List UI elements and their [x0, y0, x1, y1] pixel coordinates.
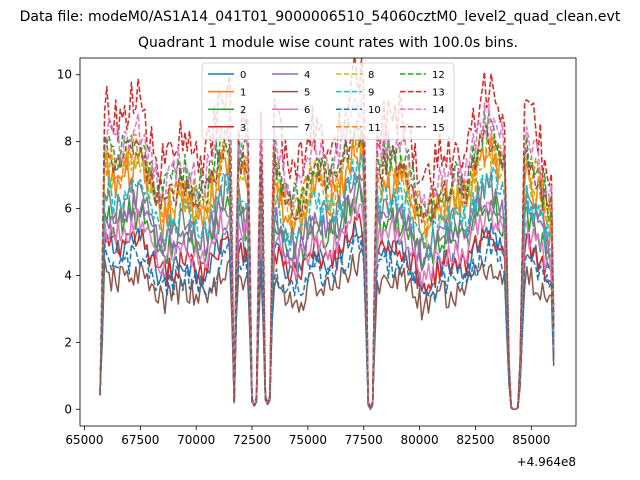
legend-box: [201, 62, 455, 140]
series-line-12: [99, 109, 555, 411]
y-tick-label: 0: [64, 402, 72, 416]
series-line-2: [99, 180, 555, 411]
x-tick-label: 72500: [233, 433, 271, 447]
x-tick-label: 82500: [456, 433, 494, 447]
figure-suptitle: Data file: modeM0/AS1A14_041T01_90000065…: [19, 9, 621, 25]
legend-label-7: 7: [304, 123, 310, 134]
series-line-7: [99, 170, 555, 411]
y-tick-label: 8: [64, 135, 72, 149]
y-tick-label: 4: [64, 268, 72, 282]
x-tick-label: 80000: [401, 433, 439, 447]
legend-label-11: 11: [368, 123, 381, 134]
series-line-11: [99, 132, 555, 411]
x-tick-label: 65000: [65, 433, 103, 447]
legend-label-8: 8: [368, 70, 374, 81]
chart-title: Quadrant 1 module wise count rates with …: [138, 35, 518, 51]
legend-label-10: 10: [368, 105, 381, 116]
x-tick-label: 70000: [177, 433, 215, 447]
y-tick-label: 2: [64, 335, 72, 349]
series-line-14: [99, 96, 555, 411]
legend-label-5: 5: [304, 88, 310, 99]
series-line-9: [99, 153, 555, 411]
legend-label-2: 2: [240, 105, 246, 116]
axes-frame: [79, 57, 577, 427]
x-offset-label: +4.964e8: [517, 455, 576, 469]
y-tick-label: 10: [57, 68, 72, 82]
legend-label-14: 14: [432, 105, 445, 116]
x-tick-label: 67500: [121, 433, 159, 447]
legend-label-4: 4: [304, 70, 310, 81]
legend-label-13: 13: [432, 88, 445, 99]
legend-label-12: 12: [432, 70, 445, 81]
y-tick-label: 6: [64, 202, 72, 216]
legend-label-3: 3: [240, 123, 246, 134]
legend-label-9: 9: [368, 88, 374, 99]
x-tick-label: 75000: [289, 433, 327, 447]
series-line-6: [99, 196, 555, 411]
legend-label-6: 6: [304, 105, 310, 116]
series-line-15: [99, 119, 555, 411]
x-tick-label: 77500: [345, 433, 383, 447]
series-line-8: [99, 132, 555, 411]
series-line-10: [99, 232, 555, 411]
legend-label-15: 15: [432, 123, 445, 134]
legend-label-1: 1: [240, 88, 246, 99]
legend-label-0: 0: [240, 70, 246, 81]
x-tick-label: 85000: [512, 433, 550, 447]
